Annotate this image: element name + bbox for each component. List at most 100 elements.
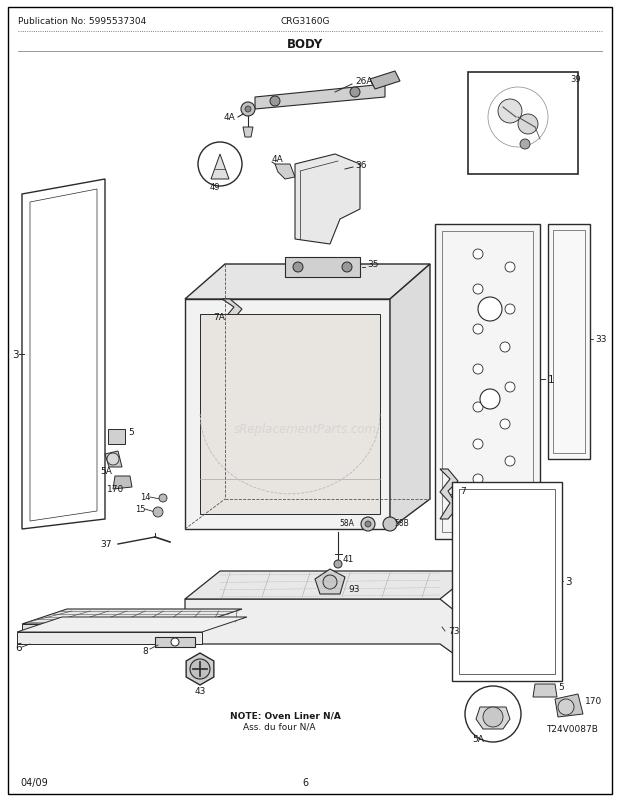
Polygon shape	[468, 73, 578, 175]
Text: 43: 43	[194, 687, 206, 695]
Text: 39: 39	[570, 75, 580, 84]
Polygon shape	[17, 618, 247, 632]
Circle shape	[342, 263, 352, 273]
Text: 5: 5	[558, 683, 564, 691]
Circle shape	[334, 561, 342, 569]
Polygon shape	[370, 72, 400, 90]
Polygon shape	[113, 476, 132, 489]
Text: 58B: 58B	[394, 519, 409, 528]
Circle shape	[483, 707, 503, 727]
Text: 15: 15	[135, 505, 146, 514]
Polygon shape	[155, 638, 195, 647]
Text: 26A: 26A	[355, 78, 373, 87]
Polygon shape	[22, 610, 242, 624]
Text: 3: 3	[565, 577, 572, 586]
Circle shape	[473, 475, 483, 484]
Text: BODY: BODY	[287, 38, 323, 51]
Circle shape	[293, 263, 303, 273]
Polygon shape	[533, 684, 557, 697]
Text: CRG3160G: CRG3160G	[280, 18, 330, 26]
Text: 35: 35	[367, 260, 378, 269]
Polygon shape	[185, 599, 475, 669]
Text: 37: 37	[100, 540, 112, 549]
Circle shape	[198, 143, 242, 187]
Text: 1: 1	[548, 375, 555, 384]
Text: 49: 49	[210, 184, 221, 192]
Circle shape	[323, 575, 337, 589]
Text: 5A: 5A	[100, 467, 112, 476]
Polygon shape	[390, 265, 430, 529]
Text: 58A: 58A	[339, 519, 354, 528]
Polygon shape	[30, 190, 97, 521]
Polygon shape	[200, 314, 380, 514]
Text: Ass. du four N/A: Ass. du four N/A	[243, 722, 316, 731]
Text: T24V0087B: T24V0087B	[546, 724, 598, 734]
Text: 8: 8	[142, 646, 148, 656]
Polygon shape	[285, 257, 360, 277]
Polygon shape	[185, 300, 390, 529]
Text: 41: 41	[343, 555, 355, 564]
Circle shape	[500, 342, 510, 353]
Polygon shape	[22, 624, 197, 632]
Polygon shape	[315, 569, 345, 594]
Text: 170: 170	[585, 697, 602, 706]
Polygon shape	[105, 452, 122, 468]
Circle shape	[270, 97, 280, 107]
Circle shape	[500, 492, 510, 502]
Polygon shape	[548, 225, 590, 460]
Text: 14: 14	[140, 493, 151, 502]
Circle shape	[473, 285, 483, 294]
Circle shape	[478, 298, 502, 322]
Polygon shape	[243, 128, 253, 138]
Polygon shape	[442, 232, 533, 533]
Polygon shape	[435, 225, 540, 539]
Text: 7A: 7A	[213, 313, 225, 322]
Text: 4A: 4A	[272, 156, 284, 164]
Circle shape	[505, 305, 515, 314]
Polygon shape	[555, 695, 583, 717]
Polygon shape	[22, 180, 105, 529]
Polygon shape	[476, 707, 510, 729]
Circle shape	[241, 103, 255, 117]
Text: Publication No: 5995537304: Publication No: 5995537304	[18, 18, 146, 26]
Circle shape	[480, 390, 500, 410]
Text: 93: 93	[348, 585, 360, 593]
Circle shape	[520, 140, 530, 150]
Circle shape	[473, 249, 483, 260]
Polygon shape	[553, 231, 585, 453]
Text: 6: 6	[15, 642, 22, 652]
Circle shape	[505, 263, 515, 273]
Polygon shape	[295, 155, 360, 245]
Circle shape	[473, 439, 483, 449]
Polygon shape	[108, 429, 125, 444]
Circle shape	[488, 88, 548, 148]
Circle shape	[361, 517, 375, 532]
Circle shape	[498, 100, 522, 124]
Circle shape	[500, 419, 510, 429]
Text: 4A: 4A	[224, 113, 236, 123]
Text: 33: 33	[595, 335, 606, 344]
Text: 170: 170	[107, 485, 124, 494]
Circle shape	[465, 687, 521, 742]
Text: 7: 7	[460, 487, 466, 496]
Polygon shape	[185, 265, 430, 300]
Polygon shape	[459, 489, 555, 674]
Circle shape	[159, 494, 167, 502]
Polygon shape	[17, 632, 202, 644]
Circle shape	[171, 638, 179, 646]
Circle shape	[383, 517, 397, 532]
Polygon shape	[440, 469, 458, 520]
Polygon shape	[255, 85, 385, 110]
Circle shape	[473, 403, 483, 412]
Circle shape	[473, 325, 483, 334]
Text: 3: 3	[12, 350, 19, 359]
Polygon shape	[211, 155, 229, 180]
Polygon shape	[275, 164, 295, 180]
Circle shape	[505, 383, 515, 392]
Circle shape	[365, 521, 371, 528]
Polygon shape	[452, 482, 562, 681]
Text: 6: 6	[302, 777, 308, 787]
Circle shape	[518, 115, 538, 135]
Text: 5: 5	[128, 428, 134, 437]
Polygon shape	[222, 300, 244, 350]
